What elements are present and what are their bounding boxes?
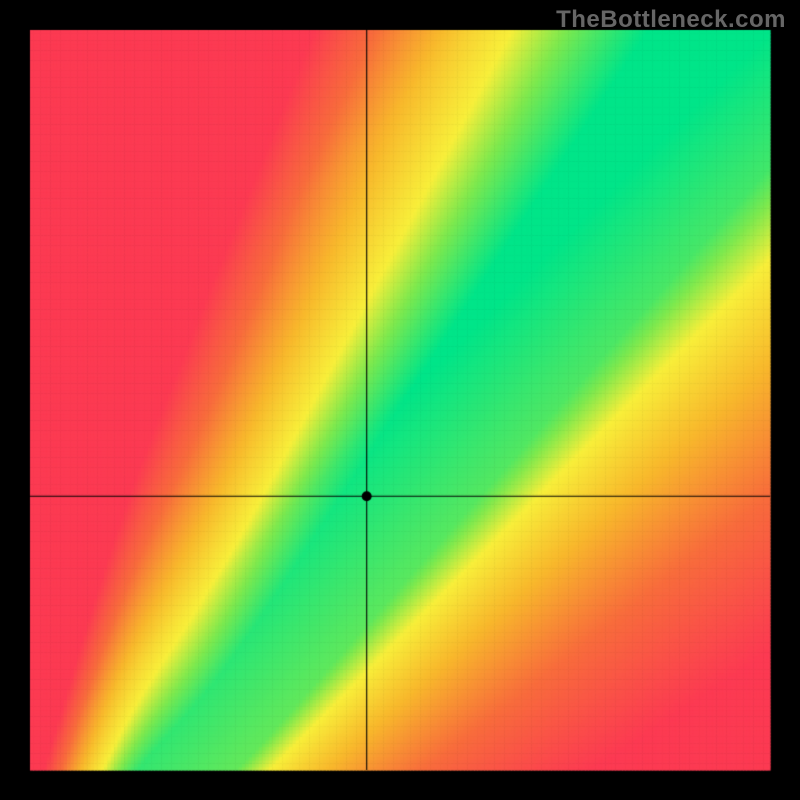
heatmap-canvas (0, 0, 800, 800)
chart-container: TheBottleneck.com (0, 0, 800, 800)
watermark-text: TheBottleneck.com (556, 6, 786, 34)
